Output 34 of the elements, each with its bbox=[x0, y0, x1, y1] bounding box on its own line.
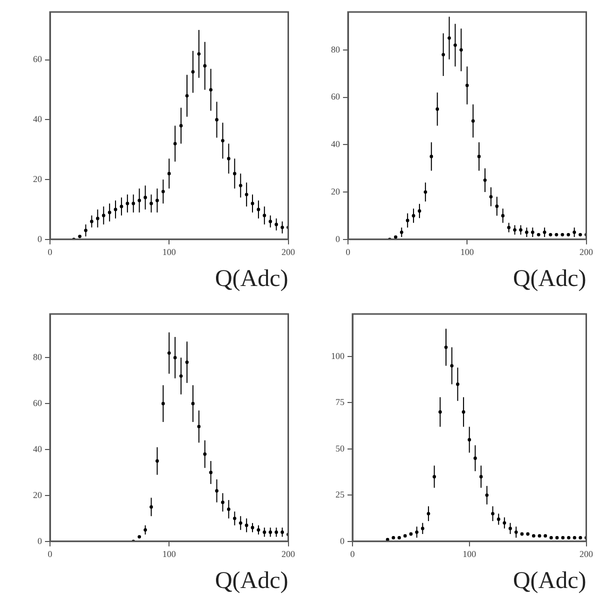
x-tick-label: 100 bbox=[162, 549, 176, 560]
x-axis-title: Q(Adc) bbox=[214, 568, 288, 594]
x-tick-label: 100 bbox=[462, 549, 477, 560]
x-axis-title: Q(Adc) bbox=[214, 266, 288, 292]
y-tick-label: 80 bbox=[331, 44, 340, 54]
y-tick-label: 60 bbox=[33, 54, 42, 64]
y-tick-label: 20 bbox=[33, 174, 42, 184]
y-tick-label: 75 bbox=[336, 397, 345, 408]
x-axis-title: Q(Adc) bbox=[512, 266, 586, 292]
y-tick-label: 0 bbox=[38, 536, 42, 546]
x-tick-label: 100 bbox=[460, 247, 474, 258]
x-tick-label: 0 bbox=[350, 549, 356, 560]
y-tick-label: 25 bbox=[336, 490, 345, 500]
y-tick-label: 50 bbox=[336, 443, 345, 454]
y-tick-label: 20 bbox=[33, 490, 42, 500]
y-tick-label: 100 bbox=[331, 350, 345, 361]
y-tick-label: 40 bbox=[33, 114, 42, 124]
y-tick-label: 0 bbox=[38, 234, 42, 244]
y-tick-label: 40 bbox=[331, 139, 340, 150]
x-tick-label: 200 bbox=[282, 247, 296, 258]
y-tick-label: 0 bbox=[340, 536, 345, 546]
x-tick-label: 200 bbox=[282, 549, 296, 560]
y-tick-label: 40 bbox=[33, 444, 42, 454]
x-tick-label: 100 bbox=[162, 247, 176, 258]
x-tick-label: 200 bbox=[580, 549, 594, 560]
x-axis-title: Q(Adc) bbox=[512, 568, 586, 594]
y-tick-label: 60 bbox=[331, 92, 340, 102]
y-tick-label: 80 bbox=[33, 352, 42, 362]
y-tick-label: 20 bbox=[331, 186, 340, 196]
y-tick-label: 0 bbox=[336, 234, 340, 244]
x-tick-label: 200 bbox=[580, 247, 594, 258]
x-tick-label: 0 bbox=[48, 549, 53, 560]
x-tick-label: 0 bbox=[48, 247, 53, 258]
y-tick-label: 60 bbox=[33, 398, 42, 408]
